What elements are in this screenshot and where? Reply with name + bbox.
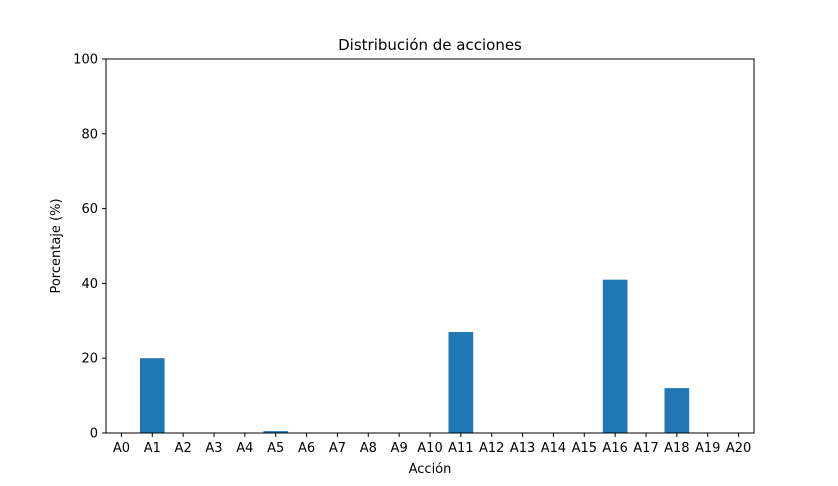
x-tick-label: A19 bbox=[695, 441, 720, 456]
x-tick-label: A5 bbox=[267, 441, 284, 456]
x-tick-label: A4 bbox=[236, 441, 253, 456]
plot-frame bbox=[105, 58, 755, 434]
bar-a1 bbox=[139, 358, 165, 433]
x-axis-label: Acción bbox=[409, 462, 452, 477]
bar-a16 bbox=[602, 279, 628, 433]
x-tick-label: A14 bbox=[541, 441, 566, 456]
y-tick-label: 40 bbox=[81, 277, 98, 292]
bar-a11 bbox=[448, 332, 474, 433]
y-axis-label: Porcentaje (%) bbox=[49, 198, 64, 293]
bar-a5 bbox=[263, 431, 289, 433]
y-tick-label: 100 bbox=[73, 53, 98, 68]
x-tick-label: A13 bbox=[510, 441, 535, 456]
x-tick-label: A12 bbox=[479, 441, 504, 456]
x-tick-label: A2 bbox=[175, 441, 192, 456]
y-tick-label: 0 bbox=[90, 427, 98, 442]
x-ticks-group: A0 A1 A2 A3 A4 A5 A6 A7 A8 A9 A10 A11 A12 A13 A14 A15 A1… bbox=[113, 433, 751, 456]
x-tick-label: A10 bbox=[417, 441, 442, 456]
x-tick-label: A17 bbox=[633, 441, 658, 456]
y-tick-label: 20 bbox=[81, 352, 98, 367]
x-tick-label: A6 bbox=[298, 441, 315, 456]
bars-group bbox=[139, 279, 690, 433]
x-tick-label: A7 bbox=[329, 441, 346, 456]
x-tick-label: A1 bbox=[144, 441, 161, 456]
x-tick-label: A18 bbox=[664, 441, 689, 456]
y-tick-label: 60 bbox=[81, 202, 98, 217]
x-tick-label: A15 bbox=[572, 441, 597, 456]
bar-a18 bbox=[664, 388, 690, 433]
y-tick-label: 80 bbox=[81, 127, 98, 142]
x-tick-label: A16 bbox=[602, 441, 627, 456]
chart-title: Distribución de acciones bbox=[338, 36, 522, 54]
x-tick-label: A0 bbox=[113, 441, 130, 456]
x-tick-label: A9 bbox=[391, 441, 408, 456]
y-ticks-group: 0 20 40 60 80 100 bbox=[73, 53, 106, 442]
x-tick-label: A11 bbox=[448, 441, 473, 456]
x-tick-label: A3 bbox=[205, 441, 222, 456]
x-tick-label: A20 bbox=[726, 441, 751, 456]
x-tick-label: A8 bbox=[360, 441, 377, 456]
